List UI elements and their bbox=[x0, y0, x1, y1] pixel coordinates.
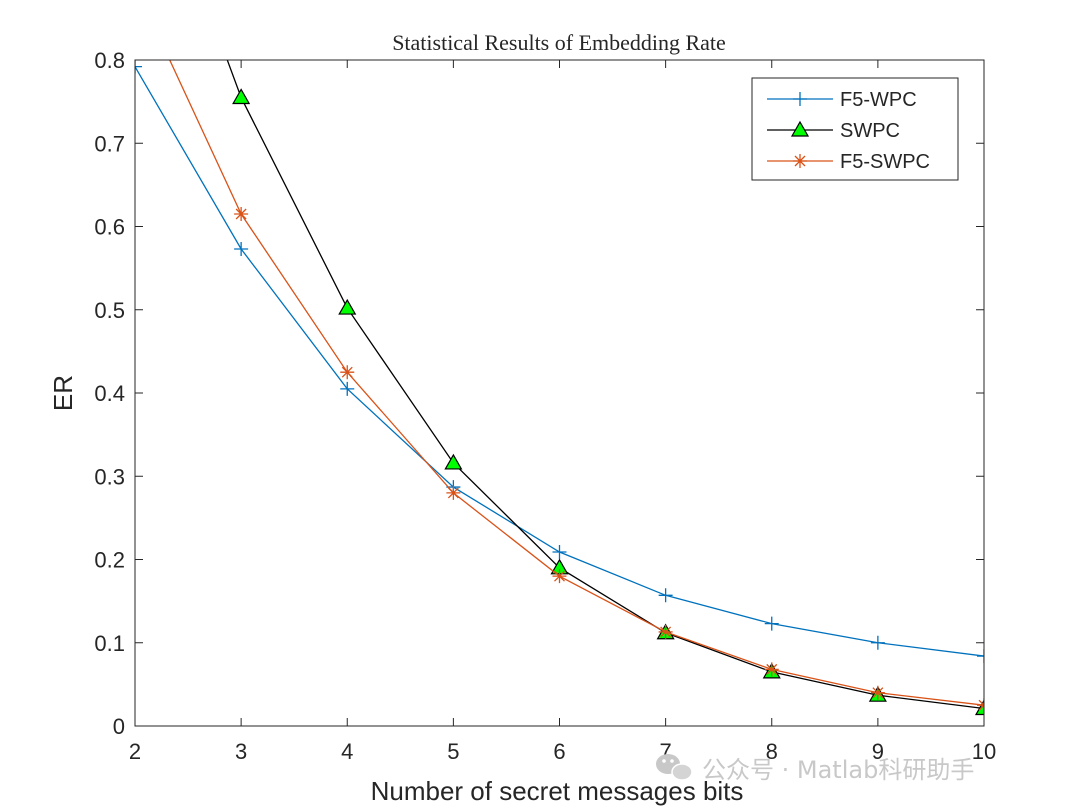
x-tick-label: 5 bbox=[447, 739, 459, 764]
series-swpc bbox=[226, 60, 984, 716]
data-point bbox=[234, 241, 249, 256]
y-tick-label: 0.7 bbox=[94, 131, 125, 156]
legend-marker bbox=[790, 120, 810, 137]
data-point bbox=[552, 569, 567, 584]
y-tick-label: 0.5 bbox=[94, 298, 125, 323]
data-point bbox=[232, 88, 251, 105]
legend-label: F5-SWPC bbox=[840, 151, 930, 173]
data-point bbox=[340, 381, 355, 396]
series-f5-swpc bbox=[169, 60, 984, 713]
legend-marker bbox=[793, 92, 807, 106]
data-point bbox=[552, 545, 567, 560]
y-tick-label: 0.3 bbox=[94, 464, 125, 489]
x-tick-label: 3 bbox=[235, 739, 247, 764]
data-point bbox=[338, 298, 357, 315]
chart-title: Statistical Results of Embedding Rate bbox=[392, 30, 726, 55]
legend-item: SWPC bbox=[767, 120, 900, 142]
y-tick-label: 0.1 bbox=[94, 631, 125, 656]
x-tick-label: 8 bbox=[766, 739, 778, 764]
data-point bbox=[446, 485, 461, 500]
series-layer bbox=[135, 60, 984, 716]
x-tick-label: 6 bbox=[553, 739, 565, 764]
y-tick-label: 0.8 bbox=[94, 48, 125, 73]
data-point bbox=[870, 685, 885, 700]
legend-item: F5-SWPC bbox=[767, 151, 930, 173]
data-point bbox=[764, 616, 779, 631]
legend-label: F5-WPC bbox=[840, 89, 917, 111]
data-point bbox=[234, 207, 249, 222]
data-point bbox=[764, 662, 779, 677]
legend-entries: F5-WPC SWPC F5-SWPC bbox=[767, 89, 930, 173]
data-point bbox=[444, 453, 463, 470]
legend-box bbox=[751, 77, 959, 181]
legend-label: SWPC bbox=[840, 120, 900, 142]
data-point bbox=[658, 624, 673, 639]
x-tick-label: 4 bbox=[341, 739, 353, 764]
data-point bbox=[135, 60, 142, 74]
wechat-icon bbox=[656, 754, 693, 781]
legend-marker bbox=[793, 154, 807, 168]
watermark: 公众号 · Matlab科研助手 bbox=[656, 754, 974, 784]
watermark-text: 公众号 · Matlab科研助手 bbox=[702, 756, 974, 784]
y-tick-label: 0.2 bbox=[94, 548, 125, 573]
y-axis-label: ER bbox=[48, 375, 78, 411]
y-tick-label: 0.6 bbox=[94, 215, 125, 240]
data-point bbox=[870, 635, 885, 650]
legend: F5-WPC SWPC F5-SWPC bbox=[751, 77, 959, 181]
series-f5-wpc bbox=[135, 60, 984, 664]
data-point bbox=[977, 649, 984, 664]
x-tick-label: 2 bbox=[129, 739, 141, 764]
y-tick-label: 0.4 bbox=[94, 381, 125, 406]
x-axis-label: Number of secret messages bits bbox=[371, 776, 744, 806]
x-tick-label: 10 bbox=[972, 739, 996, 764]
data-point bbox=[658, 588, 673, 603]
legend-item: F5-WPC bbox=[767, 89, 917, 111]
x-tick-label: 9 bbox=[872, 739, 884, 764]
data-point bbox=[340, 365, 355, 380]
y-tick-label: 0 bbox=[113, 714, 125, 739]
